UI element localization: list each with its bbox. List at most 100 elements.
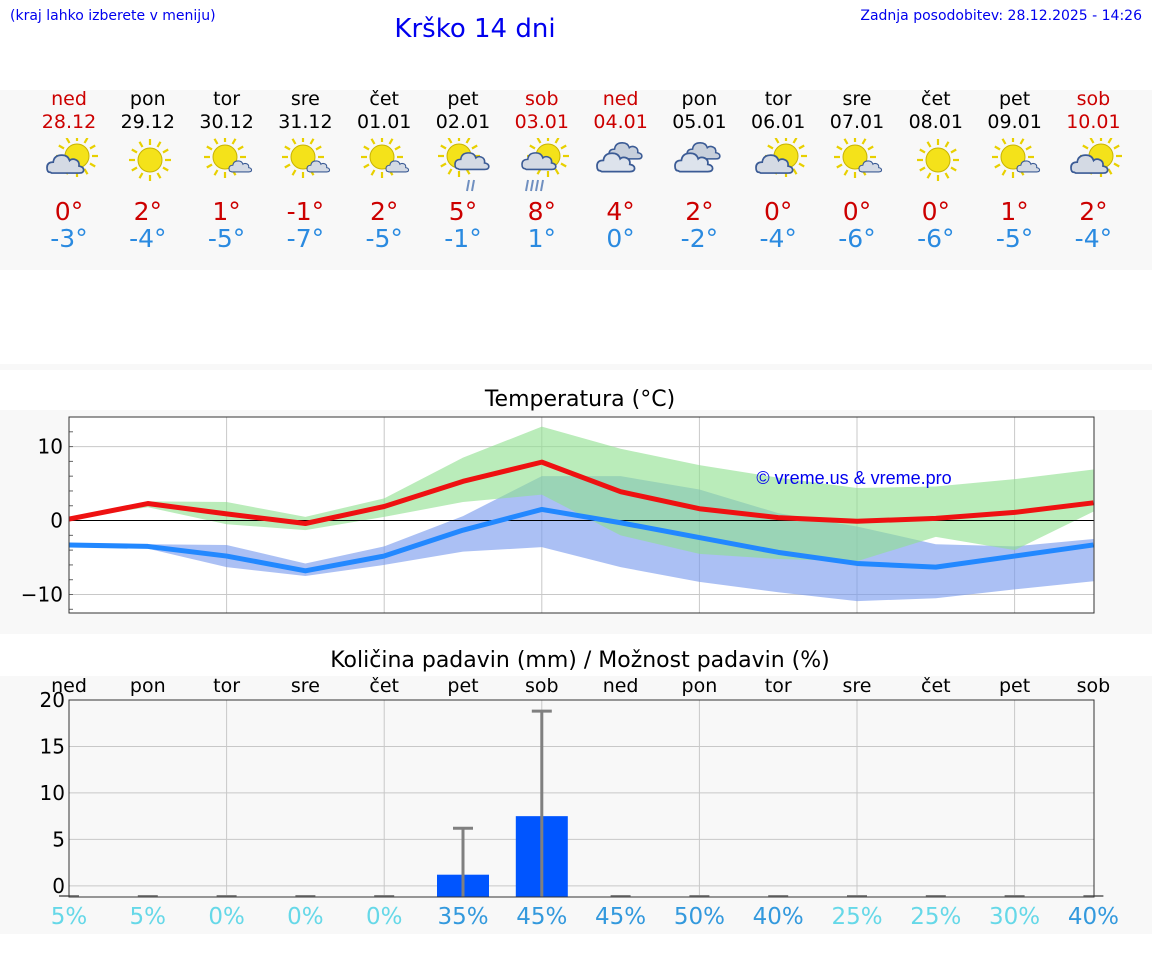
sun-ray	[792, 168, 798, 175]
day-name: tor	[213, 88, 241, 110]
day-date: 08.01	[908, 111, 963, 133]
sun-ray	[447, 168, 453, 175]
y-tick-label: 10	[38, 435, 63, 459]
min-temp: -4°	[1074, 224, 1113, 253]
cloud-shape	[1070, 154, 1109, 174]
precip-probability: 0%	[287, 904, 324, 930]
cloud-body	[454, 152, 490, 171]
day-name: pon	[129, 88, 166, 110]
last-update: Zadnja posodobitev: 28.12.2025 - 14:26	[860, 8, 1142, 24]
sun-disc	[1000, 144, 1026, 170]
precip-probability: 40%	[1067, 904, 1119, 930]
mostly-sunny-icon	[282, 138, 331, 178]
weather-icon	[595, 142, 643, 173]
page-title: Krško 14 dni	[394, 14, 556, 44]
sun-ray	[554, 168, 560, 175]
day-name: pet	[998, 88, 1031, 110]
plot-frame	[68, 699, 1095, 898]
plot-area	[69, 700, 1094, 897]
sun-ray	[370, 138, 376, 145]
day-name: sre	[842, 88, 872, 110]
sun-ray	[291, 138, 297, 145]
plot-frame	[68, 416, 1095, 614]
sun-ray	[284, 145, 291, 151]
forecast-strip	[0, 90, 1152, 270]
sun-ray	[440, 162, 447, 168]
min-temp: -4°	[759, 224, 797, 253]
sun-ray	[284, 163, 291, 169]
tmin-series-line	[68, 506, 1094, 574]
sun-ray	[237, 145, 244, 151]
sun-ray	[471, 144, 478, 150]
sunny-icon	[128, 139, 171, 181]
precip-probability: 40%	[752, 904, 804, 930]
tmin-range-band	[69, 476, 1094, 602]
sun-ray	[944, 141, 950, 148]
cloud-body	[46, 154, 85, 174]
max-temp: 0°	[54, 197, 84, 226]
max-temp: 5°	[448, 197, 478, 226]
day-axis-label: tor	[213, 675, 240, 697]
cloud-shape	[228, 160, 252, 173]
day-date: 05.01	[672, 111, 727, 133]
weather-icon	[834, 138, 883, 178]
max-temp: 2°	[685, 197, 714, 226]
sun-shape	[128, 139, 171, 181]
weather-icon	[755, 138, 808, 177]
precip-probability: 0%	[208, 904, 245, 930]
sun-ray	[138, 141, 144, 148]
day-axis-label: sob	[1077, 675, 1111, 697]
sun-ray	[1113, 162, 1121, 168]
day-name: sob	[525, 88, 559, 110]
day-date: 29.12	[120, 111, 175, 133]
y-tick-label: 0	[52, 874, 65, 898]
sun-ray	[1089, 138, 1095, 144]
sun-ray	[767, 144, 774, 150]
tmax-series-line	[68, 459, 1094, 527]
precip-probability: 35%	[437, 904, 489, 930]
precipitation-chart: ned pon tor sre čet pet sob ned pon tor sre čet pet s…	[40, 675, 1111, 898]
y-tick-label: 20	[40, 688, 65, 712]
cloud-shape	[46, 154, 85, 174]
precip-probability: 25%	[831, 904, 883, 930]
weather-icon	[282, 138, 331, 178]
sun-ray	[89, 162, 96, 168]
weather-icon	[128, 139, 171, 181]
rain-drop	[471, 179, 475, 192]
weather-icon	[361, 138, 410, 178]
sun-ray	[798, 144, 805, 150]
sun-ray	[291, 169, 297, 176]
sun-ray	[1001, 138, 1007, 145]
cloud-body	[1070, 154, 1109, 174]
day-name: sre	[290, 88, 320, 110]
sun-shape	[834, 138, 876, 178]
max-temp: -1°	[286, 197, 325, 226]
day-axis-label: sre	[291, 675, 320, 697]
sunny-icon	[916, 139, 959, 181]
cloud-body	[595, 152, 636, 173]
y-tick-label: 10	[40, 781, 65, 805]
day-date: 02.01	[435, 111, 491, 133]
rain-drop	[529, 179, 534, 192]
sun-ray	[1025, 145, 1032, 151]
sun-ray	[993, 163, 1001, 169]
sun-ray	[798, 162, 805, 168]
max-temp: 1°	[1000, 197, 1029, 226]
sun-ray	[843, 138, 849, 145]
sun-disc	[290, 144, 316, 170]
weather-icon	[438, 138, 490, 192]
day-date: 10.01	[1066, 111, 1121, 133]
cloud-body	[521, 152, 557, 171]
day-date: 01.01	[356, 111, 412, 133]
sun-ray	[867, 145, 874, 151]
sun-ray	[205, 145, 213, 151]
day-date: 04.01	[593, 111, 648, 133]
sun-ray	[83, 138, 89, 144]
menu-hint[interactable]: (kraj lahko izberete v meniju)	[10, 8, 216, 24]
sun-ray	[388, 138, 394, 145]
day-axis-label: pon	[130, 675, 166, 697]
sun-disc	[925, 147, 951, 173]
cloud-body	[228, 160, 252, 173]
sun-shape	[361, 138, 404, 178]
max-temp: 1°	[212, 197, 241, 226]
